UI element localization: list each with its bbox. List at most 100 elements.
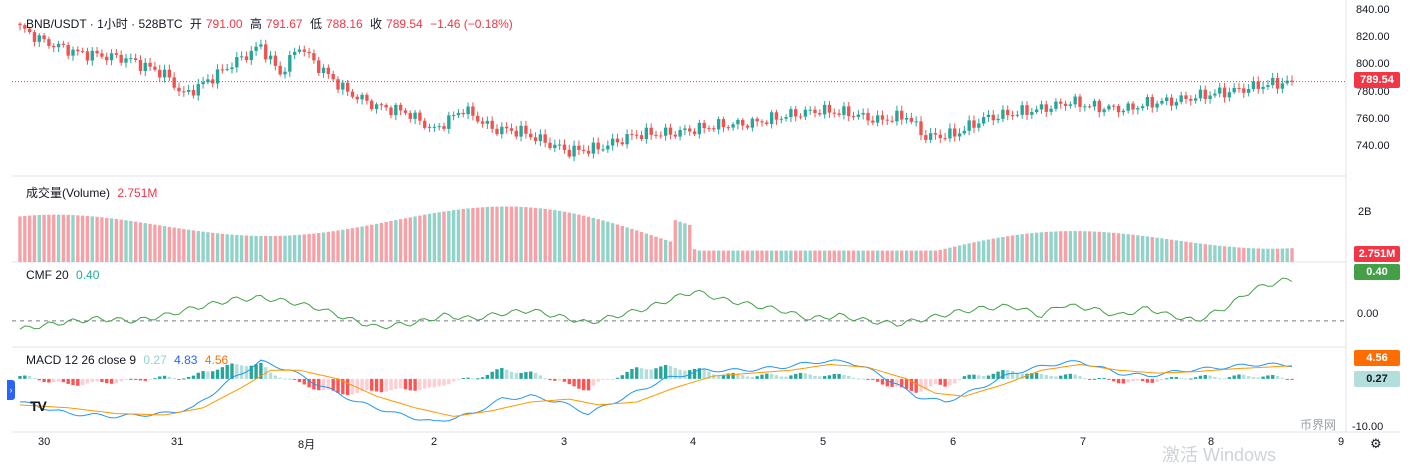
volume-bar [933,250,938,262]
cmf-label[interactable]: CMF 20 [26,268,69,282]
volume-bar [794,250,798,262]
macd-label[interactable]: MACD 12 26 close 9 [26,353,137,367]
volume-label[interactable]: 成交量(Volume) [26,186,111,200]
candle-body [572,145,576,157]
volume-bar [1266,248,1270,262]
macd-histogram-bar [1126,378,1130,383]
volume-bar [1246,248,1251,262]
candle-body [567,149,571,157]
volume-bar [1285,248,1289,262]
volume-bar [370,224,374,262]
macd-histogram-bar [577,378,581,389]
time-tick: 4 [690,436,697,448]
macd-histogram-bar [379,378,384,393]
candle-body [119,54,123,63]
candle-body [798,116,803,118]
volume-bar [360,226,364,262]
volume-bar [736,250,740,262]
candle-body [215,69,220,84]
macd-histogram-bar [27,376,32,379]
volume-bar [1145,236,1150,262]
candle-body [933,133,938,135]
macd-signal-badge: 4.56 [1354,350,1400,366]
gear-icon[interactable]: ⚙ [1370,436,1382,451]
macd-histogram-bar [76,378,80,386]
candle-body [423,120,427,128]
volume-bar [1169,239,1174,262]
volume-bar [721,250,726,262]
macd-histogram-bar [1237,374,1241,379]
candle-body [822,104,827,115]
macd-histogram-bar [225,364,229,379]
macd-histogram-bar [827,375,832,379]
volume-bar [432,213,437,262]
macd-histogram-bar [741,375,745,379]
candle-body [553,144,557,149]
candle-body [1006,109,1010,116]
macd-histogram-bar [909,378,914,391]
volume-bar [948,247,952,262]
macd-histogram-bar [504,369,509,379]
volume-bar [480,207,485,262]
volume-bar [538,208,543,262]
macd-histogram-bar [500,367,504,379]
candle-body [803,109,808,117]
macd-histogram-bar [1179,377,1183,379]
candle-body [1227,92,1232,98]
candle-body [1020,105,1024,115]
candle-body [1010,115,1015,117]
candle-body [928,133,933,140]
volume-bar [509,206,514,262]
candle-body [557,144,562,146]
candle-body [80,51,85,53]
macd-signal-line [19,363,1293,417]
volume-bar [1150,237,1154,262]
macd-histogram-bar [1275,375,1280,379]
candle-body [750,118,755,128]
macd-histogram-bar [837,373,841,379]
macd-histogram-bar [822,376,827,379]
volume-bar [557,210,562,262]
chart-canvas[interactable] [0,0,1410,457]
candle-body [663,127,668,136]
macd-histogram-bar [1290,378,1294,380]
macd-histogram-bar [880,378,885,385]
volume-bar [211,232,215,262]
volume-bar [326,231,331,262]
volume-bar [76,215,80,262]
chevron-right-icon[interactable]: › [7,380,15,400]
volume-bar [986,239,991,262]
candle-body [394,104,398,116]
candle-body [148,62,152,67]
macd-histogram-bar [1092,378,1097,380]
time-tick: 8 [1208,436,1215,448]
macd-histogram-bar [1078,376,1082,379]
volume-bar [668,241,673,262]
volume-bar [254,235,258,262]
volume-bar [37,215,41,262]
volume-bar [447,210,451,262]
candle-body [158,69,162,78]
candle-body [408,112,412,119]
candle-body [880,115,885,120]
volume-bar [292,235,297,262]
macd-histogram-bar [456,378,461,380]
volume-bar [225,234,229,262]
volume-bar [182,229,186,262]
macd-histogram-bar [239,365,244,379]
volume-bar [678,221,682,262]
candle-body [27,28,32,33]
macd-histogram-bar [71,378,75,386]
candle-body [731,124,735,128]
macd-histogram-bar [451,378,456,382]
macd-histogram-bar [668,365,673,379]
cmf-tick: 0.00 [1357,308,1379,320]
macd-histogram-bar [18,376,22,379]
macd-histogram-bar [707,371,711,379]
macd-histogram-bar [317,378,321,391]
candle-body [249,50,253,61]
symbol-title[interactable]: BNB/USDT · 1小时 · 528BTC [26,17,183,31]
volume-bar [644,233,649,262]
time-tick: 31 [171,436,184,448]
candle-body [292,51,297,56]
